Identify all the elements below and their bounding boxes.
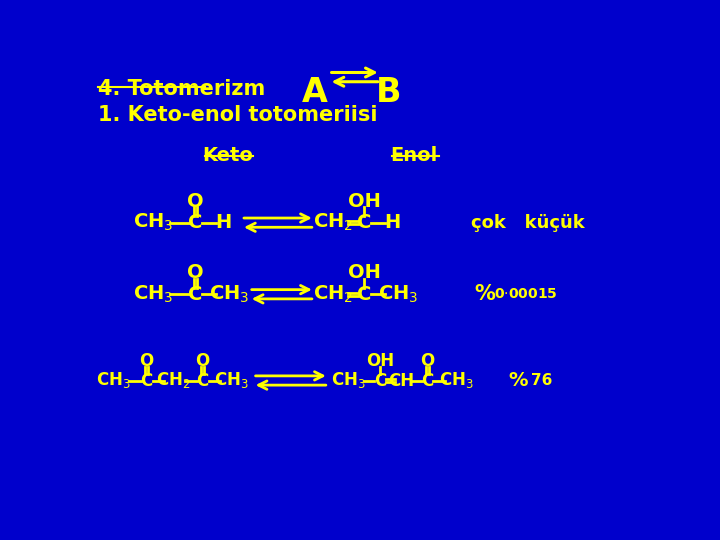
Text: O: O [187, 263, 204, 282]
Text: CH$_3$: CH$_3$ [439, 370, 474, 390]
Text: CH$_3$: CH$_3$ [133, 212, 174, 233]
Text: 0$\cdot$00015: 0$\cdot$00015 [494, 287, 557, 301]
Text: CH$_3$: CH$_3$ [210, 284, 250, 305]
Text: C: C [197, 372, 209, 389]
Text: 1. Keto-enol totomeriisi: 1. Keto-enol totomeriisi [98, 105, 377, 125]
Text: C: C [140, 372, 153, 389]
Text: C: C [357, 285, 372, 304]
Text: O: O [420, 352, 434, 370]
Text: C: C [188, 213, 202, 232]
Text: O: O [140, 352, 153, 370]
Text: CH$_3$: CH$_3$ [96, 370, 130, 390]
Text: C: C [374, 372, 386, 389]
Text: C: C [421, 372, 433, 389]
Text: CH$_2$: CH$_2$ [312, 284, 353, 305]
Text: %: % [509, 371, 528, 390]
Text: Enol: Enol [390, 146, 438, 165]
Text: Keto: Keto [202, 146, 253, 165]
Text: O: O [195, 352, 210, 370]
Text: 4. Totomerizm: 4. Totomerizm [98, 79, 265, 99]
Text: CH$_3$: CH$_3$ [330, 370, 366, 390]
Text: 76: 76 [531, 373, 552, 388]
Text: B: B [376, 76, 401, 109]
Text: C: C [357, 213, 372, 232]
Text: CH: CH [389, 372, 415, 389]
Text: CH$_2$: CH$_2$ [156, 370, 191, 390]
Text: CH$_3$: CH$_3$ [378, 284, 418, 305]
Text: çok   küçük: çok küçük [471, 214, 585, 232]
Text: CH$_2$: CH$_2$ [312, 212, 353, 233]
Text: H: H [215, 213, 231, 232]
Text: OH: OH [348, 192, 381, 211]
Text: CH$_3$: CH$_3$ [133, 284, 174, 305]
Text: O: O [187, 192, 204, 211]
Text: %: % [474, 284, 495, 304]
Text: OH: OH [348, 263, 381, 282]
Text: H: H [384, 213, 400, 232]
Text: A: A [302, 76, 328, 109]
Text: OH: OH [366, 352, 394, 370]
Text: C: C [188, 285, 202, 304]
Text: CH$_3$: CH$_3$ [215, 370, 249, 390]
